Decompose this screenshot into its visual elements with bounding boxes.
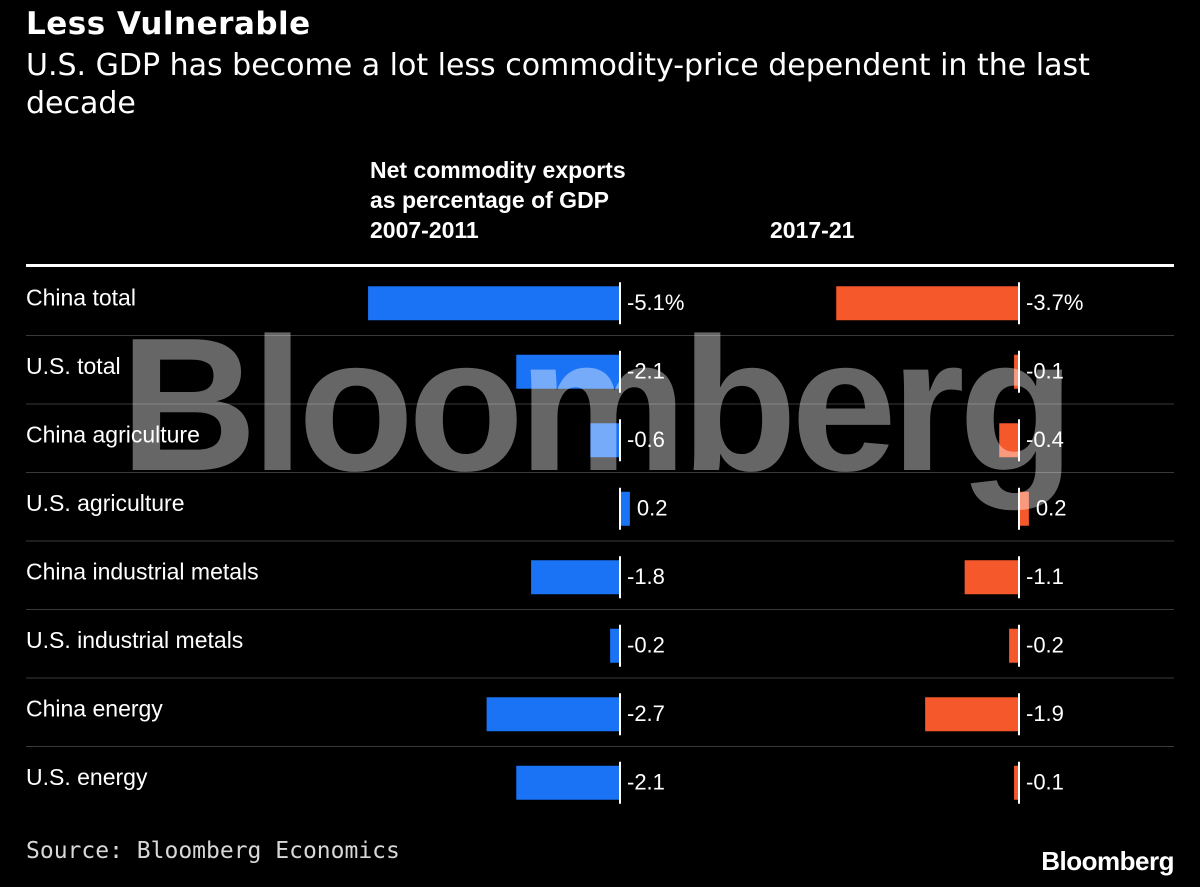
bar-2007-2011 <box>610 628 620 663</box>
bar-2017-21 <box>1019 491 1029 526</box>
bar-2017-21 <box>1014 354 1019 389</box>
bloomberg-logo: Bloomberg <box>1041 846 1174 876</box>
category-label: U.S. energy <box>26 764 148 790</box>
data-label: -2.1 <box>627 770 665 795</box>
data-label: -0.2 <box>627 633 665 658</box>
category-label: China total <box>26 284 136 310</box>
category-label: U.S. total <box>26 353 121 379</box>
bar-2007-2011 <box>486 697 620 732</box>
data-label: -1.1 <box>1026 564 1064 589</box>
category-label: U.S. agriculture <box>26 490 185 516</box>
category-label: U.S. industrial metals <box>26 627 243 653</box>
category-label: China agriculture <box>26 421 200 447</box>
data-label: -1.8 <box>627 564 665 589</box>
column-heading-line: 2007-2011 <box>370 217 479 243</box>
bar-2007-2011 <box>516 765 620 800</box>
bar-2007-2011 <box>531 560 620 595</box>
bar-2017-21 <box>1009 628 1019 663</box>
bar-2017-21 <box>836 286 1019 321</box>
data-label: -5.1% <box>627 290 684 315</box>
bar-2017-21 <box>999 423 1019 458</box>
column-heading-2007-2011: Net commodity exports as percentage of G… <box>370 155 626 245</box>
data-label: -0.4 <box>1026 427 1064 452</box>
data-label: -2.1 <box>627 359 665 384</box>
column-heading-2017-21: 2017-21 <box>770 217 855 243</box>
bar-2007-2011 <box>620 491 630 526</box>
chart-title: Less Vulnerable <box>26 6 311 42</box>
bar-2007-2011 <box>516 354 620 389</box>
data-label: -3.7% <box>1026 290 1083 315</box>
bar-2017-21 <box>964 560 1019 595</box>
data-label: -0.1 <box>1026 359 1064 384</box>
source-note: Source: Bloomberg Economics <box>26 838 400 864</box>
data-label: -0.2 <box>1026 633 1064 658</box>
data-label: -0.1 <box>1026 770 1064 795</box>
chart-subtitle: U.S. GDP has become a lot less commodity… <box>26 48 1090 121</box>
category-label: China industrial metals <box>26 558 259 584</box>
bar-2007-2011 <box>368 286 620 321</box>
data-label: 0.2 <box>637 496 668 521</box>
column-heading-line: Net commodity exports <box>370 157 626 183</box>
bar-2017-21 <box>1014 765 1019 800</box>
bar-2007-2011 <box>590 423 620 458</box>
bar-2017-21 <box>925 697 1019 732</box>
header-rule <box>26 264 1174 267</box>
data-label: -2.7 <box>627 701 665 726</box>
column-heading-line: as percentage of GDP <box>370 187 610 213</box>
data-label: -1.9 <box>1026 701 1064 726</box>
data-label: -0.6 <box>627 427 665 452</box>
data-label: 0.2 <box>1036 496 1067 521</box>
category-label: China energy <box>26 695 163 721</box>
